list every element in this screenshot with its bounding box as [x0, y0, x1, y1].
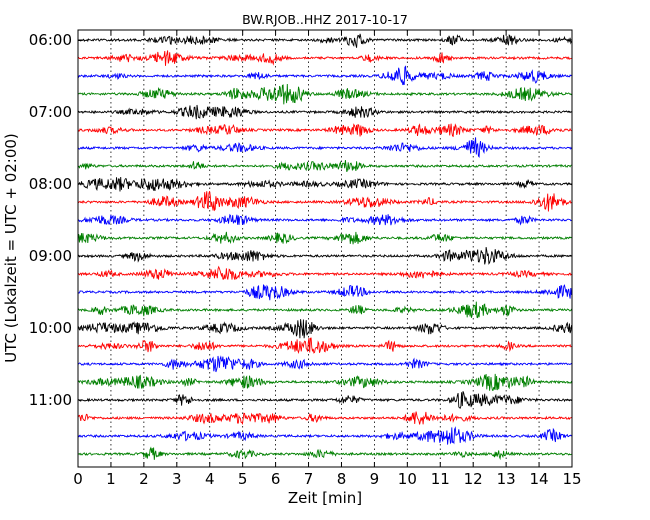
seismic-trace: [77, 137, 572, 158]
seismic-trace: [77, 446, 572, 461]
y-tick-label: 06:00: [29, 31, 72, 49]
x-tick-label: 3: [172, 470, 182, 488]
x-tick-label: 11: [431, 470, 450, 488]
x-tick-label: 12: [464, 470, 483, 488]
x-tick-label: 10: [398, 470, 417, 488]
y-tick-label: 07:00: [29, 103, 72, 121]
seismic-trace: [77, 83, 572, 105]
seismic-trace: [77, 284, 572, 301]
x-tick-label: 7: [304, 470, 314, 488]
x-tick-label: 0: [73, 470, 83, 488]
x-tick-label: 13: [497, 470, 516, 488]
x-tick-label: 1: [106, 470, 116, 488]
x-tick-label: 14: [530, 470, 549, 488]
x-tick-label: 6: [271, 470, 281, 488]
x-tick-label: 5: [238, 470, 248, 488]
seismic-trace: [77, 411, 572, 426]
seismic-trace: [77, 104, 572, 120]
y-axis-label: UTC (Lokalzeit = UTC + 02:00): [2, 133, 20, 363]
plot-frame: [77, 29, 573, 468]
x-tick-label: 15: [562, 470, 581, 488]
x-tick-label: 2: [139, 470, 149, 488]
seismic-trace: [77, 123, 572, 138]
seismic-trace: [77, 301, 572, 319]
seismic-traces: [77, 33, 572, 461]
seismic-trace: [77, 231, 572, 245]
x-axis: 0 1 2 3 4 5 6 7 8 9 10 11 12 13 14 15: [73, 30, 582, 488]
y-axis: 06:00 07:00 08:00 09:00 10:00 11:00: [29, 31, 572, 409]
seismic-trace: [77, 191, 572, 212]
x-axis-label: Zeit [min]: [288, 489, 362, 507]
seismic-trace: [77, 391, 572, 409]
y-tick-label: 09:00: [29, 247, 72, 265]
x-tick-label: 4: [205, 470, 215, 488]
vertical-grid: [110, 30, 540, 467]
chart-title: BW.RJOB..HHZ 2017-10-17: [242, 12, 408, 27]
seismic-trace: [77, 50, 572, 66]
seismic-trace: [77, 65, 572, 86]
seismic-trace: [77, 176, 572, 192]
seismic-trace: [77, 373, 572, 391]
x-tick-label: 8: [337, 470, 347, 488]
y-tick-label: 10:00: [29, 319, 72, 337]
seismic-trace: [77, 265, 572, 280]
seismic-trace: [77, 319, 572, 339]
seismic-trace: [77, 355, 572, 373]
seismic-trace: [77, 159, 572, 173]
seismic-trace: [77, 337, 572, 355]
seismic-trace: [77, 247, 572, 265]
seismic-trace: [77, 33, 572, 48]
y-tick-label: 08:00: [29, 175, 72, 193]
y-tick-label: 11:00: [29, 391, 72, 409]
seismic-trace: [77, 213, 572, 226]
x-tick-label: 9: [370, 470, 380, 488]
seismic-trace: [77, 426, 572, 445]
